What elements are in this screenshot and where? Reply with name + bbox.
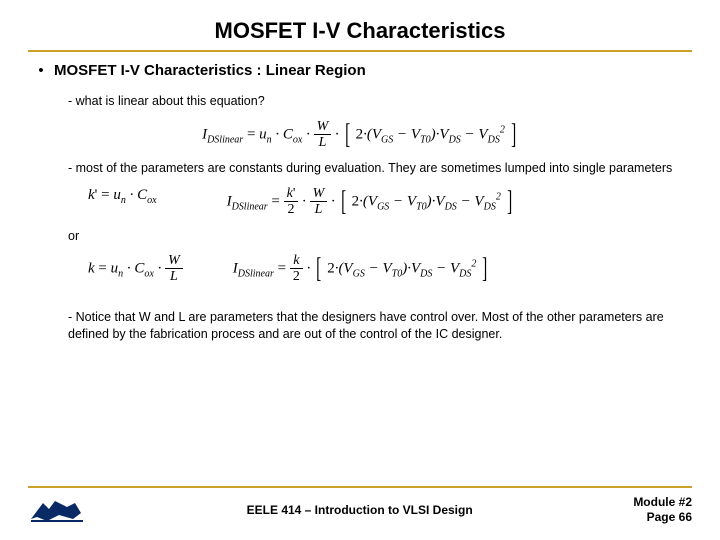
body-line-3: - Notice that W and L are parameters tha…: [68, 309, 692, 343]
footer-module: Module #2: [633, 495, 692, 510]
equation-main: IDSlinear = un · Cox · WL · [ 2·(VGS − V…: [28, 120, 692, 150]
footer: EELE 414 – Introduction to VLSI Design M…: [28, 482, 692, 526]
footer-page: Page 66: [633, 510, 692, 525]
footer-row: EELE 414 – Introduction to VLSI Design M…: [28, 494, 692, 526]
equation-row-k: k = un · Cox · WL IDSlinear = k2 · [ 2·(…: [88, 254, 692, 284]
footer-right: Module #2 Page 66: [633, 495, 692, 525]
equation-kprime-def: k' = un · Cox: [88, 187, 157, 217]
body-line-1: - what is linear about this equation?: [68, 93, 692, 110]
page-title: MOSFET I-V Characteristics: [28, 18, 692, 44]
equation-row-kprime: k' = un · Cox IDSlinear = k'2 · WL · [ 2…: [88, 187, 692, 217]
body-line-2: - most of the parameters are constants d…: [68, 160, 692, 177]
slide: MOSFET I-V Characteristics • MOSFET I-V …: [0, 0, 720, 540]
subheading-row: • MOSFET I-V Characteristics : Linear Re…: [28, 62, 692, 79]
logo: [28, 494, 86, 526]
bobcat-icon: [29, 495, 85, 525]
or-label: or: [68, 228, 692, 245]
subheading: MOSFET I-V Characteristics : Linear Regi…: [54, 62, 366, 79]
equation-k-use: IDSlinear = k2 · [ 2·(VGS − VT0)·VDS − V…: [233, 254, 490, 284]
title-rule: [28, 50, 692, 52]
footer-rule: [28, 486, 692, 488]
bullet-dot: •: [28, 62, 54, 79]
equation-kprime-use: IDSlinear = k'2 · WL · [ 2·(VGS − VT0)·V…: [227, 187, 514, 217]
footer-center: EELE 414 – Introduction to VLSI Design: [86, 503, 633, 517]
equation-k-def: k = un · Cox · WL: [88, 254, 183, 284]
